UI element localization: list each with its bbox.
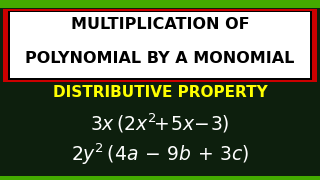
Bar [0, 0, 320, 8]
Bar [3, 9, 317, 82]
Text: $2y^2\,(4a\,-\,9b\,+\,3c)$: $2y^2\,(4a\,-\,9b\,+\,3c)$ [71, 141, 249, 167]
Text: MULTIPLICATION OF: MULTIPLICATION OF [71, 17, 249, 32]
Bar [0, 176, 320, 180]
Text: DISTRIBUTIVE PROPERTY: DISTRIBUTIVE PROPERTY [52, 85, 268, 100]
Text: $3x\,(2x^2\!\!+\!5x\!-\!3)$: $3x\,(2x^2\!\!+\!5x\!-\!3)$ [90, 112, 230, 135]
Text: POLYNOMIAL BY A MONOMIAL: POLYNOMIAL BY A MONOMIAL [25, 51, 295, 66]
Bar [8, 11, 312, 80]
Bar [10, 12, 310, 78]
